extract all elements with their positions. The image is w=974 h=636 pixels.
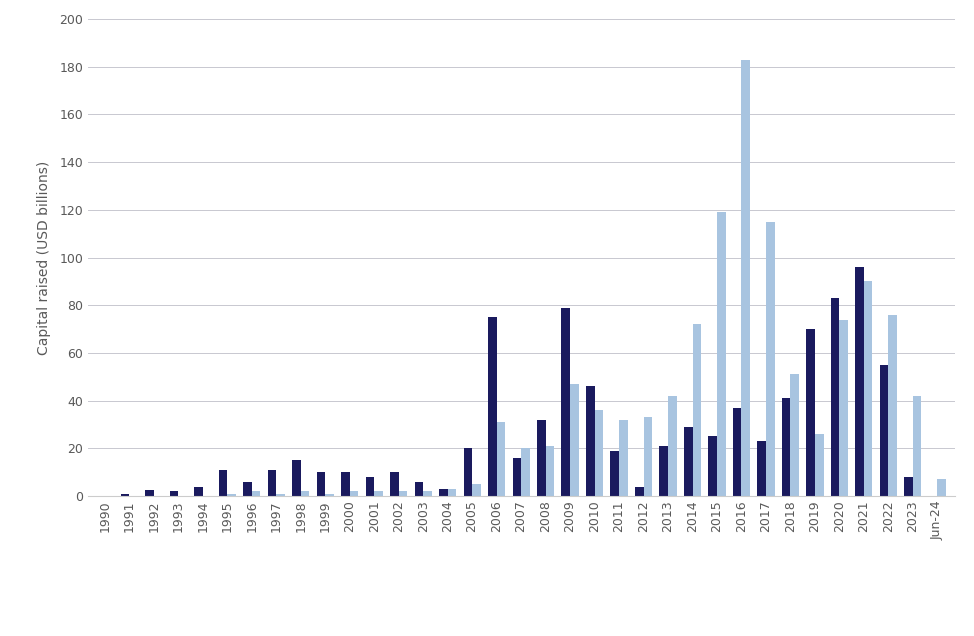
Bar bbox=[390, 472, 398, 496]
Bar bbox=[693, 324, 701, 496]
Bar bbox=[350, 491, 358, 496]
Bar bbox=[398, 491, 407, 496]
Bar bbox=[619, 420, 627, 496]
Bar bbox=[717, 212, 726, 496]
Bar bbox=[521, 448, 530, 496]
Bar bbox=[472, 484, 481, 496]
Bar bbox=[815, 434, 823, 496]
Bar bbox=[611, 451, 619, 496]
Bar bbox=[301, 491, 310, 496]
Bar bbox=[806, 329, 815, 496]
Bar bbox=[423, 491, 431, 496]
Bar bbox=[913, 396, 921, 496]
Bar bbox=[227, 494, 236, 496]
Bar bbox=[374, 491, 383, 496]
Bar bbox=[244, 482, 251, 496]
Bar bbox=[904, 477, 913, 496]
Bar bbox=[732, 408, 741, 496]
Bar bbox=[570, 384, 579, 496]
Bar bbox=[864, 281, 873, 496]
Bar bbox=[415, 482, 423, 496]
Bar bbox=[840, 319, 848, 496]
Bar bbox=[251, 491, 260, 496]
Bar bbox=[708, 436, 717, 496]
Bar bbox=[268, 470, 277, 496]
Bar bbox=[488, 317, 497, 496]
Bar bbox=[561, 308, 570, 496]
Bar bbox=[766, 222, 774, 496]
Bar bbox=[121, 494, 130, 496]
Bar bbox=[292, 460, 301, 496]
Bar bbox=[194, 487, 203, 496]
Bar bbox=[448, 489, 456, 496]
Bar bbox=[791, 375, 799, 496]
Bar bbox=[659, 446, 668, 496]
Bar bbox=[635, 487, 644, 496]
Bar bbox=[545, 446, 554, 496]
Bar bbox=[586, 386, 594, 496]
Bar bbox=[341, 472, 350, 496]
Bar bbox=[145, 490, 154, 496]
Bar bbox=[219, 470, 227, 496]
Bar bbox=[497, 422, 506, 496]
Bar bbox=[782, 398, 791, 496]
Bar bbox=[880, 365, 888, 496]
Bar bbox=[464, 448, 472, 496]
Y-axis label: Capital raised (USD billions): Capital raised (USD billions) bbox=[37, 160, 52, 355]
Bar bbox=[668, 396, 677, 496]
Bar bbox=[888, 315, 897, 496]
Bar bbox=[365, 477, 374, 496]
Bar bbox=[831, 298, 840, 496]
Bar bbox=[855, 267, 864, 496]
Bar bbox=[937, 480, 946, 496]
Bar bbox=[758, 441, 766, 496]
Bar bbox=[277, 494, 284, 496]
Bar bbox=[169, 491, 178, 496]
Bar bbox=[439, 489, 448, 496]
Bar bbox=[684, 427, 693, 496]
Bar bbox=[741, 60, 750, 496]
Bar bbox=[644, 417, 653, 496]
Bar bbox=[317, 472, 325, 496]
Bar bbox=[537, 420, 545, 496]
Bar bbox=[594, 410, 603, 496]
Bar bbox=[325, 494, 334, 496]
Bar bbox=[512, 458, 521, 496]
